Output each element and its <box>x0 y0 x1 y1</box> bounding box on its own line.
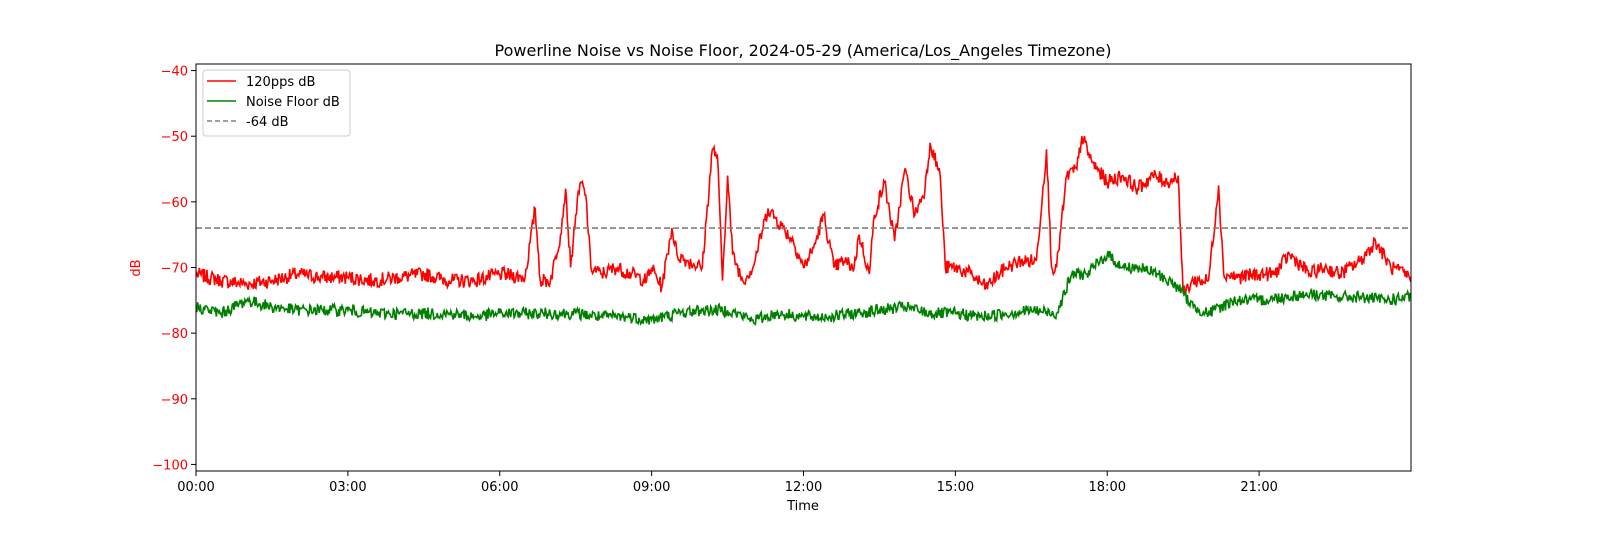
x-tick-label: 15:00 <box>937 480 974 495</box>
y-axis-label: dB <box>129 259 144 276</box>
x-tick-label: 00:00 <box>177 480 214 495</box>
y-tick-label: −40 <box>161 65 188 80</box>
series-line-120pps-db <box>196 135 1411 295</box>
y-tick-label: −50 <box>161 130 188 145</box>
chart-title: Powerline Noise vs Noise Floor, 2024-05-… <box>495 41 1112 61</box>
x-tick-label: 18:00 <box>1089 480 1126 495</box>
x-tick-label: 06:00 <box>481 480 518 495</box>
x-tick-label: 21:00 <box>1240 480 1277 495</box>
x-tick-label: 03:00 <box>329 480 366 495</box>
x-tick-label: 12:00 <box>785 480 822 495</box>
legend-box <box>202 69 351 137</box>
y-tick-label: −100 <box>152 458 188 473</box>
legend-label: Noise Floor dB <box>246 95 340 110</box>
y-tick-label: −70 <box>161 262 188 277</box>
x-tick-label: 09:00 <box>633 480 670 495</box>
y-tick-label: −80 <box>161 327 188 342</box>
legend-label: 120pps dB <box>246 75 315 90</box>
y-tick-label: −90 <box>161 393 188 408</box>
y-tick-label: −60 <box>161 196 188 211</box>
x-axis: 00:00 03:00 06:00 09:00 12:00 15:00 18:00 21:00 <box>177 471 1278 495</box>
series-line-noise-floor-db <box>196 250 1411 326</box>
y-axis: −40 −50 −60 −70 −80 −90 −100 <box>152 65 196 473</box>
x-axis-label: Time <box>786 499 819 514</box>
legend: 120pps dB Noise Floor dB -64 dB <box>202 69 351 137</box>
legend-label: -64 dB <box>246 115 289 130</box>
